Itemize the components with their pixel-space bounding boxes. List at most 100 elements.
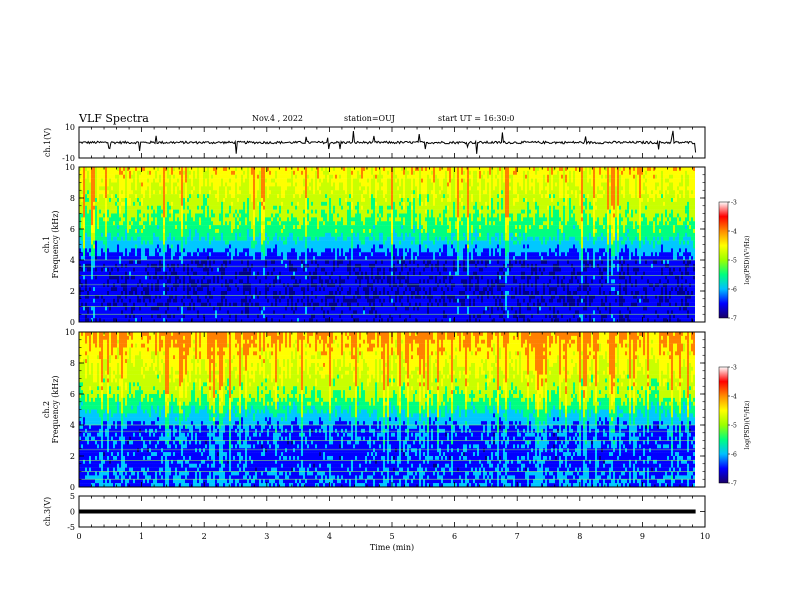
spectrogram-cell (161, 314, 163, 318)
spectrogram-cell (287, 183, 289, 187)
spectrogram-cell (287, 225, 289, 229)
spectrogram-cell (175, 210, 177, 214)
spectrogram-cell (315, 237, 317, 241)
spectrogram-cell (277, 314, 279, 318)
spectrogram-cell (283, 314, 285, 318)
spectrogram-cell (309, 276, 311, 280)
spectrogram-cell (295, 303, 297, 307)
spectrogram-cell (203, 276, 205, 280)
spectrogram-cell (235, 194, 237, 198)
spectrogram-cell (125, 303, 127, 307)
spectrogram-cell (299, 210, 301, 214)
spectrogram-cell (197, 194, 199, 198)
spectrogram-cell (201, 233, 203, 237)
spectrogram-cell (253, 310, 255, 314)
spectrogram-cell (83, 229, 85, 233)
spectrogram-cell (143, 225, 145, 229)
spectrogram-cell (169, 171, 171, 175)
spectrogram-cell (279, 314, 281, 318)
spectrogram-cell (97, 175, 99, 179)
spectrogram-cell (191, 171, 193, 175)
spectrogram-cell (105, 221, 107, 225)
spectrogram-cell (167, 179, 169, 183)
spectrogram-cell (295, 299, 297, 303)
spectrogram-cell (315, 217, 317, 221)
spectrogram-cell (105, 252, 107, 256)
spectrogram-cell (123, 190, 125, 194)
spectrogram-cell (213, 217, 215, 221)
spectrogram-cell (217, 245, 219, 249)
spectrogram-cell (323, 206, 325, 210)
spectrogram-cell (303, 202, 305, 206)
spectrogram-cell (299, 248, 301, 252)
spectrogram-cell (193, 314, 195, 318)
spectrogram-cell (283, 237, 285, 241)
spectrogram-cell (95, 303, 97, 307)
spectrogram-cell (281, 272, 283, 276)
spectrogram-cell (251, 210, 253, 214)
spectrogram-cell (131, 291, 133, 295)
spectrogram-cell (297, 260, 299, 264)
spectrogram-cell (119, 287, 121, 291)
spectrogram-cell (301, 283, 303, 287)
spectrogram-cell (285, 260, 287, 264)
spectrogram-cell (259, 279, 261, 283)
spectrogram-cell (185, 248, 187, 252)
spectrogram-cell (303, 241, 305, 245)
spectrogram-cell (121, 256, 123, 260)
spectrogram-cell (145, 279, 147, 283)
spectrogram-cell (183, 225, 185, 229)
spectrogram-cell (295, 183, 297, 187)
spectrogram-cell (201, 217, 203, 221)
spectrogram-cell (81, 256, 83, 260)
spectrogram-cell (171, 206, 173, 210)
spectrogram-cell (293, 198, 295, 202)
spectrogram-cell (137, 252, 139, 256)
spectrogram-cell (109, 303, 111, 307)
spectrogram-cell (119, 241, 121, 245)
spectrogram-cell (279, 233, 281, 237)
spectrogram-cell (231, 291, 233, 295)
spectrogram-cell (155, 291, 157, 295)
spectrogram-cell (283, 186, 285, 190)
spectrogram-cell (195, 272, 197, 276)
spectrogram-cell (315, 252, 317, 256)
spectrogram-cell (321, 303, 323, 307)
spectrogram-cell (259, 229, 261, 233)
spectrogram-cell (311, 217, 313, 221)
spectrogram-cell (201, 310, 203, 314)
spectrogram-cell (159, 252, 161, 256)
spectrogram-cell (215, 214, 217, 218)
spectrogram-cell (265, 287, 267, 291)
spectrogram-cell (235, 303, 237, 307)
spectrogram-cell (101, 241, 103, 245)
spectrogram-cell (319, 260, 321, 264)
spectrogram-cell (141, 221, 143, 225)
spectrogram-cell (147, 179, 149, 183)
spectrogram-cell (251, 245, 253, 249)
spectrogram-cell (119, 186, 121, 190)
spectrogram-cell (269, 314, 271, 318)
spectrogram-cell (207, 214, 209, 218)
spectrogram-cell (255, 179, 257, 183)
spectrogram-cell (239, 314, 241, 318)
spectrogram-cell (243, 260, 245, 264)
spectrogram-cell (255, 303, 257, 307)
spectrogram-cell (101, 291, 103, 295)
spectrogram-cell (199, 214, 201, 218)
spectrogram-cell (191, 276, 193, 280)
spectrogram-cell (201, 256, 203, 260)
spectrogram-cell (159, 310, 161, 314)
spectrogram-cell (139, 268, 141, 272)
spectrogram-cell (103, 276, 105, 280)
spectrogram-cell (219, 279, 221, 283)
spectrogram-cell (187, 299, 189, 303)
spectrogram-cell (113, 283, 115, 287)
spectrogram-cell (317, 307, 319, 311)
spectrogram-cell (101, 233, 103, 237)
spectrogram-cell (257, 171, 259, 175)
spectrogram-cell (115, 303, 117, 307)
spectrogram-cell (317, 276, 319, 280)
spectrogram-cell (145, 206, 147, 210)
spectrogram-cell (309, 175, 311, 179)
